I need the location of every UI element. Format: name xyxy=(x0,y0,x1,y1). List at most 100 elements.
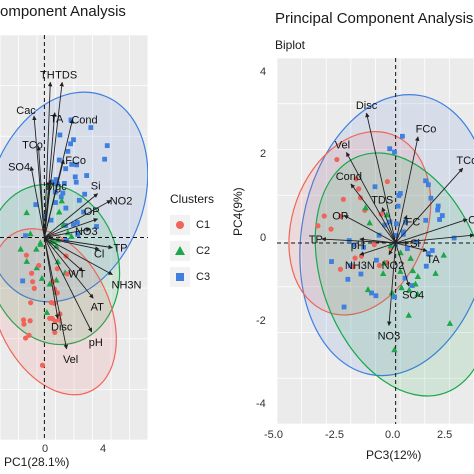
point-c3 xyxy=(404,246,410,251)
loading-label-op: OP xyxy=(84,206,100,218)
point-c1 xyxy=(27,318,33,324)
loading-arrow-at xyxy=(44,237,94,299)
point-c1 xyxy=(315,223,321,229)
left-plot-svg: TH TDS Cac TA Cond TCo FCo SO4 Mgc Si NO2 OP NO3 TP Cl… xyxy=(0,35,148,440)
point-c3 xyxy=(373,257,379,263)
right-xtick-2-5: 2.5 xyxy=(437,429,453,441)
loading-arrow-no3 xyxy=(387,242,397,327)
point-c3 xyxy=(423,178,428,184)
loading-arrow-ph xyxy=(359,237,396,244)
point-c1 xyxy=(338,213,344,219)
point-c3 xyxy=(81,209,87,215)
loading-arrow-si xyxy=(44,193,99,238)
point-c3 xyxy=(358,271,364,277)
point-c3 xyxy=(56,157,62,163)
point-c2 xyxy=(55,208,63,215)
point-c3 xyxy=(413,239,419,245)
point-c3 xyxy=(351,242,357,248)
loading-arrow-nh3n xyxy=(44,237,113,276)
right-y-axis-label: PC4(9%) xyxy=(231,187,245,236)
right-ytick-4: 4 xyxy=(260,66,267,78)
point-c2 xyxy=(397,267,404,274)
right-xtick-m5: -5.0 xyxy=(264,429,283,441)
point-c3 xyxy=(396,193,402,198)
point-c3 xyxy=(399,133,405,139)
loading-arrow-fc xyxy=(395,215,408,244)
point-c2 xyxy=(398,284,405,291)
point-c2 xyxy=(54,258,61,265)
point-c3 xyxy=(57,132,63,138)
point-c3 xyxy=(60,190,66,196)
right-xtick-0: 0.0 xyxy=(385,429,401,441)
loading-arrow-ta xyxy=(395,242,428,253)
point-c1 xyxy=(357,195,364,201)
point-c2 xyxy=(43,308,51,315)
loading-arrow-cond xyxy=(350,183,397,244)
point-c1 xyxy=(23,252,30,258)
loading-arrow-wt xyxy=(44,237,84,272)
point-c3 xyxy=(69,161,75,167)
point-c3 xyxy=(61,181,67,186)
loading-arrow-vel xyxy=(43,237,69,350)
loading-arrow-disc xyxy=(365,112,397,244)
point-c1 xyxy=(26,332,32,338)
point-c1 xyxy=(29,270,35,276)
loading-label-vel: Vel xyxy=(63,354,78,366)
point-c3 xyxy=(72,174,78,180)
right-chart-subtitle: Biplot xyxy=(275,38,306,52)
legend-label-c1: C1 xyxy=(196,219,211,231)
loading-arrow-so4 xyxy=(395,242,411,287)
cluster-ellipse-c2 xyxy=(0,183,121,346)
point-c3 xyxy=(376,232,382,238)
cluster-ellipse-c2 xyxy=(314,152,474,397)
legend-item-c1: C1 xyxy=(170,212,214,238)
point-c3 xyxy=(75,232,81,237)
point-c1 xyxy=(340,196,346,202)
point-c3 xyxy=(68,141,73,147)
point-c2 xyxy=(379,270,387,277)
point-c3 xyxy=(387,219,393,225)
point-c3 xyxy=(70,222,76,227)
loading-label-fco: FCo xyxy=(416,124,437,136)
loading-label-nh3n: NH3N xyxy=(112,280,142,292)
point-c3 xyxy=(53,177,59,182)
point-c3 xyxy=(20,278,26,284)
loading-arrow-nh3n xyxy=(359,242,396,256)
point-c3 xyxy=(435,203,441,209)
point-c3 xyxy=(387,146,393,152)
loading-label-si: Si xyxy=(410,238,420,250)
point-c3 xyxy=(63,205,69,211)
loading-arrow-so4 xyxy=(29,166,45,238)
loading-label-no2: NO2 xyxy=(110,195,133,207)
point-c2 xyxy=(33,245,40,252)
point-c3 xyxy=(104,143,110,149)
point-c3 xyxy=(63,166,69,172)
loading-arrow-ph xyxy=(43,237,93,333)
point-c3 xyxy=(423,217,429,223)
loading-label-so4: SO4 xyxy=(8,162,30,174)
loading-label-th: TH xyxy=(40,69,55,81)
point-c2 xyxy=(405,311,412,318)
point-c3 xyxy=(395,203,401,209)
loading-label-ta: TA xyxy=(50,114,64,126)
point-c3 xyxy=(435,207,441,213)
loading-label-wt: WT xyxy=(68,268,85,280)
legend-label-c3: C3 xyxy=(196,271,211,283)
point-c1 xyxy=(376,262,383,269)
point-c2 xyxy=(17,245,24,252)
right-ytick-m2: -2 xyxy=(256,315,266,327)
legend-key-c3 xyxy=(170,267,190,287)
loading-arrow-fco xyxy=(43,159,65,238)
point-c3 xyxy=(73,179,79,185)
loading-label-cl: Cl xyxy=(468,214,474,226)
legend-label-c2: C2 xyxy=(196,245,211,257)
loading-label-tds: TDS xyxy=(371,195,393,207)
loading-label-vel: Vel xyxy=(335,139,350,151)
loading-label-cac: Cac xyxy=(16,105,36,117)
point-c2 xyxy=(33,264,40,271)
point-c1 xyxy=(352,255,358,261)
point-c3 xyxy=(74,162,79,168)
point-c2 xyxy=(27,230,34,237)
right-xtick-m2-5: -2.5 xyxy=(325,429,344,441)
loading-arrow-vel xyxy=(346,152,397,244)
